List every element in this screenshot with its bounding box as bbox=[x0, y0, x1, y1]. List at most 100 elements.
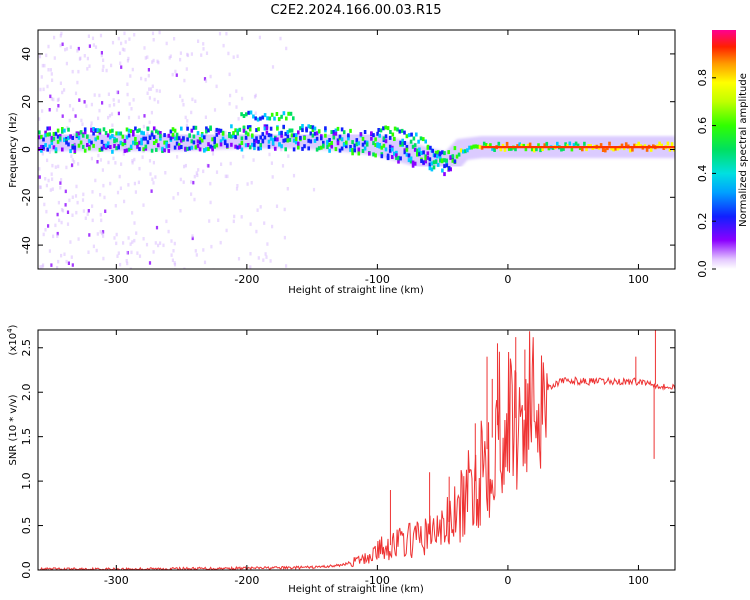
snr-y-tick-label: 0.0 bbox=[20, 561, 33, 579]
spectrogram-noise-cell bbox=[49, 68, 52, 72]
spectrogram-noise-cell bbox=[56, 98, 59, 102]
spectrogram-band-cell bbox=[395, 150, 398, 155]
spectrogram-band-cell bbox=[180, 145, 183, 149]
spectrogram-noise-cell bbox=[91, 204, 94, 208]
spectrogram-noise-cell bbox=[190, 52, 193, 56]
spectrogram-band-cell bbox=[152, 135, 156, 140]
spectrogram-band-cell bbox=[92, 143, 95, 148]
spectrogram-noise-cell bbox=[159, 241, 162, 245]
spectrogram-band-cell bbox=[46, 126, 49, 131]
spectrogram-band-cell bbox=[330, 130, 333, 135]
spectrogram-band-cell bbox=[207, 147, 210, 151]
spectrogram-band-cell bbox=[265, 126, 269, 131]
spectrogram-noise-cell bbox=[155, 88, 158, 93]
spectrogram-band-cell bbox=[142, 131, 145, 136]
spectrogram-band-cell bbox=[40, 144, 43, 149]
spectrogram-band-cell bbox=[142, 147, 145, 152]
spectrogram-band-cell bbox=[413, 147, 417, 152]
spectrogram-noise-cell bbox=[225, 228, 228, 233]
spectrogram-band-cell bbox=[322, 140, 325, 145]
spectrogram-band-cell bbox=[286, 138, 290, 143]
spectrogram-band-cell bbox=[282, 124, 285, 129]
spectrogram-secondary-cell bbox=[422, 137, 425, 142]
spectrogram-noise-cell bbox=[190, 180, 193, 184]
spectrogram-band-cell bbox=[50, 141, 54, 145]
spectrogram-noise-cell bbox=[130, 107, 133, 111]
spectrogram-band-cell bbox=[138, 147, 141, 152]
spectrogram-band-cell bbox=[357, 141, 361, 146]
spectrogram-band-cell bbox=[125, 148, 129, 153]
spectrogram-noise-cell bbox=[215, 170, 219, 174]
spectrogram-noise-cell bbox=[271, 224, 274, 229]
snr-x-tick-label: -300 bbox=[104, 574, 129, 587]
spectrogram-band-cell bbox=[257, 146, 260, 151]
spectrogram-band-cell bbox=[439, 156, 442, 161]
colorbar-gradient bbox=[712, 30, 736, 269]
spectrogram-band-cell bbox=[474, 144, 478, 149]
spectrogram-noise-cell bbox=[186, 53, 190, 58]
spectrogram-noise-cell bbox=[104, 209, 107, 213]
spectrogram-noise-cell bbox=[43, 202, 46, 207]
spectrogram-band-cell bbox=[411, 160, 415, 165]
spectrogram-band-cell bbox=[612, 147, 615, 152]
spectrogram-band-cell bbox=[255, 139, 258, 144]
spectrogram-band-cell bbox=[200, 138, 204, 143]
spectrogram-secondary-cell bbox=[256, 117, 260, 122]
spectrogram-band-cell bbox=[83, 127, 87, 132]
spectrogram-band-cell bbox=[405, 152, 409, 157]
spectrogram-noise-cell bbox=[152, 160, 155, 165]
spectrogram-noise-cell bbox=[228, 102, 231, 106]
spectrogram-band-cell bbox=[484, 143, 488, 147]
spectrogram-band-cell bbox=[48, 126, 51, 131]
colorbar-ticks: 0.0 0.2 0.4 0.6 0.8 bbox=[696, 69, 716, 278]
spectrogram-secondary-cell bbox=[447, 166, 451, 171]
spectrogram-secondary-cell bbox=[280, 114, 283, 119]
spectrogram-band-cell bbox=[472, 144, 475, 149]
spectrogram-noise-cell bbox=[249, 265, 252, 269]
spectrogram-noise-cell bbox=[132, 98, 135, 102]
spectrogram-band-cell bbox=[413, 143, 417, 148]
spectrogram-noise-cell bbox=[262, 258, 265, 262]
spectrogram-band-cell bbox=[347, 136, 350, 141]
spectrogram-band-cell bbox=[69, 134, 72, 139]
spectrogram-band-cell bbox=[257, 127, 260, 132]
spectrogram-noise-cell bbox=[121, 47, 124, 52]
spectrogram-band-cell bbox=[436, 162, 440, 167]
spectrogram-band-cell bbox=[336, 138, 340, 143]
spectrogram-noise-cell bbox=[119, 262, 122, 267]
spectrogram-band-cell bbox=[150, 148, 154, 153]
spectrogram-band-cell bbox=[585, 147, 588, 152]
spectrogram-noise-cell bbox=[183, 267, 186, 269]
spectrogram-band-cell bbox=[368, 151, 371, 156]
spectrogram-band-cell bbox=[507, 146, 511, 151]
spectrogram-noise-cell bbox=[268, 152, 271, 157]
spectrogram-band-cell bbox=[255, 128, 258, 133]
spectrogram-band-cell bbox=[357, 147, 361, 152]
spectrogram-band-cell bbox=[434, 150, 438, 155]
spectrogram-band-cell bbox=[90, 127, 93, 132]
spectrogram-band-cell bbox=[424, 159, 427, 164]
spectrogram-band-cell bbox=[587, 144, 590, 148]
spectrogram-band-cell bbox=[203, 135, 206, 140]
spectrogram-noise-cell bbox=[183, 78, 186, 83]
spectrogram-band-cell bbox=[353, 148, 356, 153]
spectrogram-band-cell bbox=[439, 158, 442, 163]
spectrogram-noise-cell bbox=[147, 68, 150, 72]
spectrogram-noise-cell bbox=[63, 88, 66, 92]
spectrogram-band-cell bbox=[432, 165, 436, 170]
spectrogram-band-cell bbox=[92, 131, 95, 136]
spectrogram-band-cell bbox=[545, 141, 549, 146]
spectrogram-band-cell bbox=[359, 132, 363, 137]
spectrogram-noise-cell bbox=[181, 98, 184, 103]
spectrogram-band-cell bbox=[177, 145, 181, 150]
spectrogram-band-cell bbox=[645, 147, 649, 152]
spectrogram-band-cell bbox=[432, 160, 436, 165]
spectrogram-noise-cell bbox=[45, 209, 48, 214]
spectrogram-band-cell bbox=[528, 142, 532, 147]
spectrogram-noise-cell bbox=[68, 118, 71, 123]
spectrogram-noise-cell bbox=[72, 107, 75, 112]
spectrogram-band-cell bbox=[338, 148, 342, 153]
spectrogram-secondary-cell bbox=[398, 129, 402, 134]
spectrogram-noise-cell bbox=[220, 162, 223, 166]
spectrogram-noise-cell bbox=[191, 97, 194, 102]
